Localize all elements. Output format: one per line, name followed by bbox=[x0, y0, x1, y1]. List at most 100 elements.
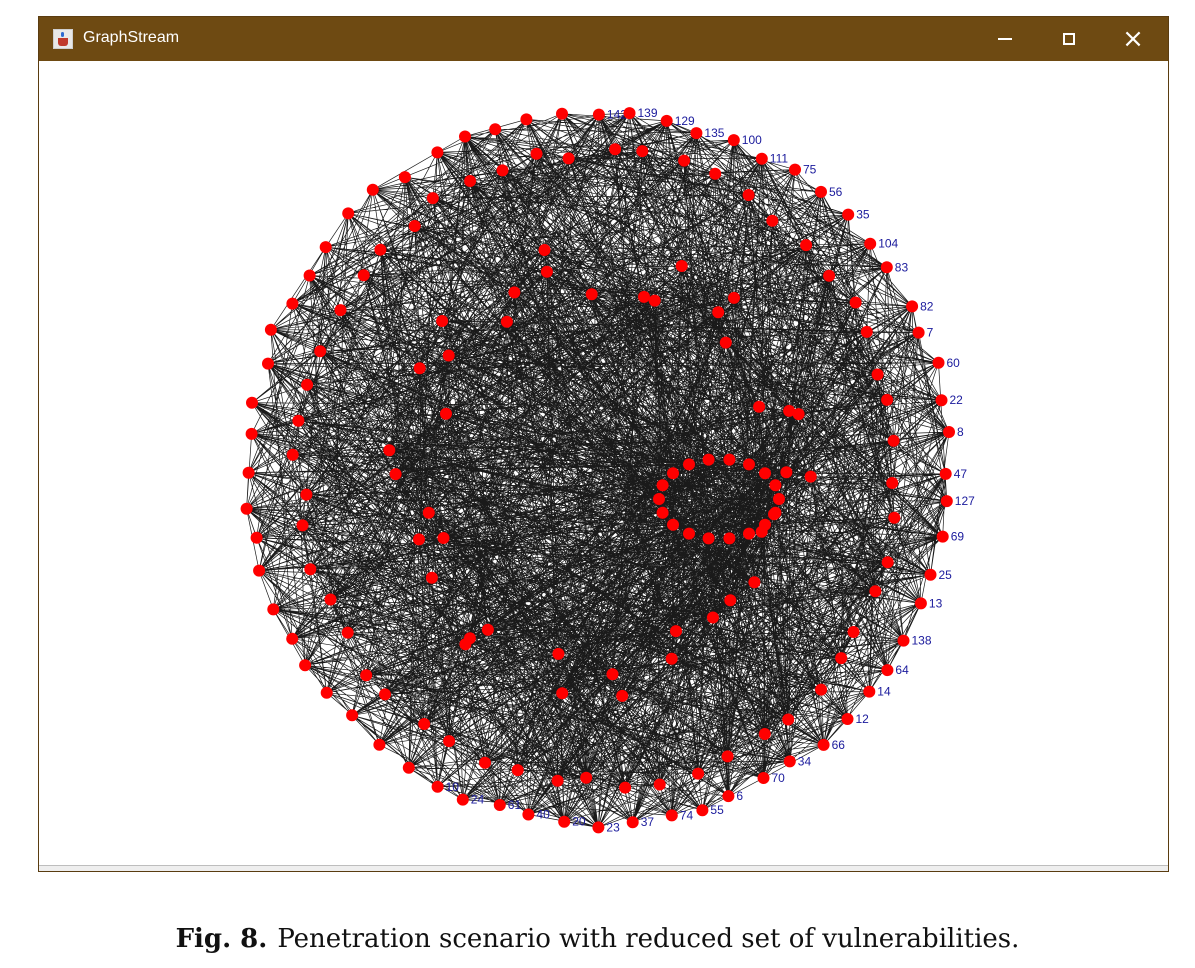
graph-node[interactable] bbox=[817, 738, 830, 751]
graph-node[interactable] bbox=[374, 243, 387, 256]
graph-node[interactable] bbox=[580, 771, 593, 784]
graph-node[interactable] bbox=[869, 585, 882, 598]
graph-node[interactable] bbox=[888, 511, 901, 524]
graph-node[interactable] bbox=[783, 755, 796, 768]
graph-node[interactable] bbox=[881, 556, 894, 569]
graph-node[interactable] bbox=[314, 345, 327, 358]
graph-node[interactable] bbox=[702, 532, 715, 545]
graph-node[interactable] bbox=[769, 506, 782, 519]
graph-node[interactable] bbox=[246, 396, 258, 409]
graph-node[interactable] bbox=[935, 394, 948, 407]
maximize-button[interactable] bbox=[1037, 17, 1101, 61]
graph-node[interactable] bbox=[422, 506, 435, 519]
graph-node[interactable] bbox=[849, 296, 862, 309]
graph-node[interactable] bbox=[496, 164, 509, 177]
graph-node[interactable] bbox=[743, 527, 755, 540]
graph-node[interactable] bbox=[267, 603, 280, 616]
graph-node[interactable] bbox=[522, 808, 535, 821]
graph-node[interactable] bbox=[540, 265, 553, 278]
graph-node[interactable] bbox=[242, 466, 255, 479]
graph-node[interactable] bbox=[696, 804, 709, 817]
graph-node[interactable] bbox=[619, 781, 632, 794]
graph-node[interactable] bbox=[863, 685, 876, 698]
graph-node[interactable] bbox=[402, 761, 415, 774]
graph-node[interactable] bbox=[757, 772, 770, 784]
graph-node[interactable] bbox=[459, 130, 471, 143]
close-button[interactable]: × bbox=[1101, 17, 1165, 61]
graph-node[interactable] bbox=[924, 568, 937, 581]
graph-node[interactable] bbox=[675, 260, 688, 272]
graph-node[interactable] bbox=[360, 669, 373, 682]
graph-node[interactable] bbox=[842, 208, 855, 221]
graph-node[interactable] bbox=[511, 764, 524, 777]
graph-node[interactable] bbox=[759, 518, 771, 531]
graph-node[interactable] bbox=[357, 269, 370, 282]
graph-node[interactable] bbox=[286, 297, 299, 310]
graph-node[interactable] bbox=[245, 427, 258, 440]
graph-node[interactable] bbox=[442, 349, 455, 362]
graph-node[interactable] bbox=[887, 434, 900, 447]
graph-node[interactable] bbox=[556, 107, 568, 120]
graph-node[interactable] bbox=[530, 147, 543, 160]
graph-node[interactable] bbox=[804, 470, 817, 483]
graph-node[interactable] bbox=[886, 477, 899, 489]
graph-node[interactable] bbox=[262, 357, 274, 370]
graph-node[interactable] bbox=[758, 728, 771, 740]
graph-node[interactable] bbox=[815, 185, 827, 198]
graph-node[interactable] bbox=[782, 713, 795, 726]
graph-node[interactable] bbox=[728, 291, 740, 304]
graph-node[interactable] bbox=[426, 192, 439, 205]
graph-node[interactable] bbox=[636, 145, 649, 158]
graph-node[interactable] bbox=[742, 189, 755, 201]
graph-node[interactable] bbox=[320, 686, 333, 699]
graph-node[interactable] bbox=[606, 668, 619, 681]
graph-node[interactable] bbox=[292, 414, 305, 427]
graph-node[interactable] bbox=[638, 290, 650, 303]
graph-node[interactable] bbox=[940, 495, 953, 508]
graph-node[interactable] bbox=[780, 466, 793, 479]
graph-node[interactable] bbox=[906, 300, 919, 313]
graph-node[interactable] bbox=[538, 244, 551, 256]
graph-node[interactable] bbox=[300, 488, 313, 501]
graph-node[interactable] bbox=[653, 778, 666, 791]
graph-node[interactable] bbox=[437, 532, 450, 544]
graph-node[interactable] bbox=[932, 356, 945, 369]
graph-node[interactable] bbox=[678, 154, 691, 167]
graph-node[interactable] bbox=[936, 530, 949, 543]
graph-node[interactable] bbox=[881, 393, 894, 406]
graph-node[interactable] bbox=[299, 659, 312, 672]
graph-node[interactable] bbox=[413, 533, 425, 546]
graph-node[interactable] bbox=[792, 408, 805, 421]
graph-node[interactable] bbox=[250, 531, 263, 544]
graph-node[interactable] bbox=[425, 571, 438, 584]
graph-node[interactable] bbox=[440, 407, 452, 420]
graph-node[interactable] bbox=[346, 709, 359, 722]
graph-node[interactable] bbox=[912, 326, 925, 339]
graph-node[interactable] bbox=[562, 152, 575, 165]
graph-node[interactable] bbox=[835, 652, 848, 665]
graph-node[interactable] bbox=[443, 735, 456, 748]
graph-node[interactable] bbox=[880, 261, 893, 274]
graph-node[interactable] bbox=[489, 123, 502, 136]
graph-node[interactable] bbox=[431, 780, 444, 793]
title-bar[interactable]: GraphStream × bbox=[39, 17, 1168, 61]
graph-node[interactable] bbox=[379, 688, 391, 701]
graph-node[interactable] bbox=[881, 664, 894, 677]
graph-node[interactable] bbox=[304, 563, 317, 576]
graph-node[interactable] bbox=[660, 114, 673, 127]
graph-node[interactable] bbox=[690, 127, 703, 140]
graph-node[interactable] bbox=[871, 368, 884, 381]
graph-node[interactable] bbox=[481, 623, 494, 636]
graph-node[interactable] bbox=[373, 738, 386, 751]
graph-node[interactable] bbox=[286, 448, 299, 461]
graph-node[interactable] bbox=[753, 400, 766, 413]
graph-node[interactable] bbox=[706, 611, 719, 624]
graph-node[interactable] bbox=[722, 790, 735, 803]
minimize-button[interactable] bbox=[973, 17, 1037, 61]
graph-node[interactable] bbox=[748, 576, 761, 589]
graph-node[interactable] bbox=[692, 767, 705, 780]
graph-node[interactable] bbox=[759, 467, 771, 480]
graph-node[interactable] bbox=[743, 458, 755, 471]
graph-node[interactable] bbox=[264, 323, 277, 336]
graph-node[interactable] bbox=[939, 467, 952, 480]
